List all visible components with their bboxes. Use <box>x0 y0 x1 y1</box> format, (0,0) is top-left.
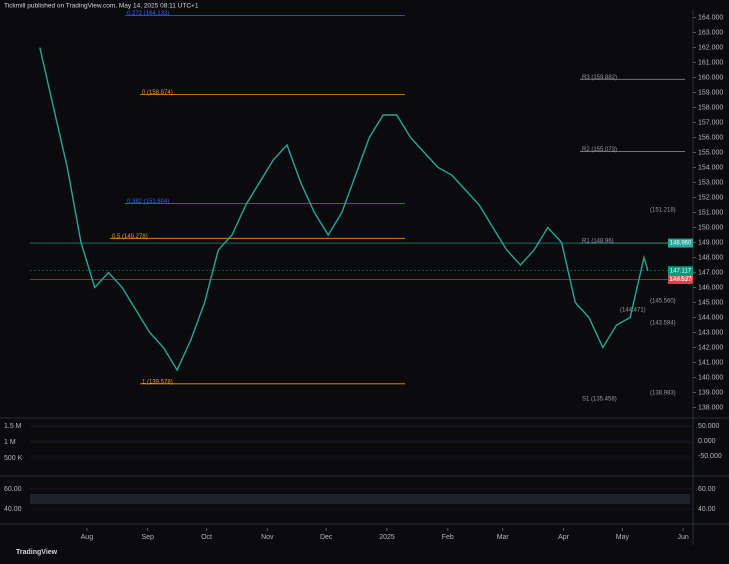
y-tick-label: 160.000 <box>698 74 723 81</box>
y-tick-label: 148.000 <box>698 254 723 261</box>
x-tick-label: Mar <box>497 534 510 541</box>
y-tick-label: 60.00 <box>698 486 716 493</box>
x-tick-label: Sep <box>141 534 154 541</box>
y-tick-label: 0.000 <box>698 438 716 445</box>
y-tick-label: 147.000 <box>698 269 723 276</box>
y-tick-label: 162.000 <box>698 44 723 51</box>
y-tick-label: 154.000 <box>698 164 723 171</box>
y-tick-label: 164.000 <box>698 14 723 21</box>
y-tick-label: 150.000 <box>698 224 723 231</box>
y-tick-label: 152.000 <box>698 194 723 201</box>
level-label: R2 (155.073) <box>582 147 617 153</box>
level-label: 0.382 (151.604) <box>127 199 169 205</box>
y-tick-label: 157.000 <box>698 119 723 126</box>
annotation: (145.560) <box>650 299 676 305</box>
y-tick-label: 143.000 <box>698 329 723 336</box>
price-tag-label: 146.537 <box>670 277 692 283</box>
y-tick-label: 149.000 <box>698 239 723 246</box>
price-tag-label: 147.117 <box>670 268 692 274</box>
y-tick-label: 1.5 M <box>4 423 22 430</box>
countdown: 13:48:23 <box>669 276 693 282</box>
x-tick-label: Apr <box>558 534 570 541</box>
level-label: R1 (148.96) <box>582 239 614 245</box>
level-label: 1 (139.578) <box>142 379 173 385</box>
y-tick-label: 161.000 <box>698 59 723 66</box>
level-label: 0.5 (149.278) <box>112 234 148 240</box>
y-tick-label: 1 M <box>4 439 16 446</box>
x-tick-label: 2025 <box>379 534 395 541</box>
x-tick-label: Oct <box>201 534 212 541</box>
y-tick-label: 40.00 <box>698 506 716 513</box>
y-tick-label: 153.000 <box>698 179 723 186</box>
y-tick-label: 145.000 <box>698 299 723 306</box>
y-tick-label: 159.000 <box>698 89 723 96</box>
y-tick-label: 40.00 <box>4 506 22 513</box>
y-tick-label: 138.000 <box>698 404 723 411</box>
annotation: (151.218) <box>650 208 676 214</box>
y-tick-label: 158.000 <box>698 104 723 111</box>
annotation: S1 (135.458) <box>582 397 617 403</box>
y-tick-label: 500 K <box>4 455 23 462</box>
x-tick-label: Feb <box>442 534 454 541</box>
price-line <box>39 47 649 372</box>
annotation: (138.983) <box>650 391 676 397</box>
y-tick-label: 140.000 <box>698 374 723 381</box>
brand: TradingView <box>16 549 58 556</box>
price-tag <box>668 266 693 276</box>
x-tick-label: Jun <box>678 534 689 541</box>
level-label: 0 (158.874) <box>142 90 173 96</box>
y-tick-label: 142.000 <box>698 344 723 351</box>
level-label: R3 (159.882) <box>582 75 617 81</box>
annotation: (143.584) <box>650 321 676 327</box>
y-tick-label: 60.00 <box>4 486 22 493</box>
y-tick-label: 155.000 <box>698 149 723 156</box>
x-tick-label: May <box>616 534 630 541</box>
y-tick-label: 156.000 <box>698 134 723 141</box>
y-tick-label: 146.000 <box>698 284 723 291</box>
y-tick-label: 50.000 <box>698 423 720 430</box>
stoch-band <box>30 494 690 504</box>
price-tag <box>668 274 693 284</box>
price-tag <box>668 238 693 248</box>
level-label: 0.272 (164.133) <box>127 11 169 17</box>
y-tick-label: 139.000 <box>698 389 723 396</box>
y-tick-label: -50.000 <box>698 453 722 460</box>
publisher-header: Tickmill published on TradingView.com, M… <box>4 3 199 10</box>
y-tick-label: 163.000 <box>698 29 723 36</box>
annotation: (144.471) <box>620 308 646 314</box>
y-tick-label: 151.000 <box>698 209 723 216</box>
y-tick-label: 144.000 <box>698 314 723 321</box>
x-tick-label: Dec <box>320 534 333 541</box>
y-tick-label: 141.000 <box>698 359 723 366</box>
price-tag-label: 148.960 <box>670 241 692 247</box>
x-tick-label: Nov <box>261 534 274 541</box>
x-tick-label: Aug <box>81 534 94 541</box>
